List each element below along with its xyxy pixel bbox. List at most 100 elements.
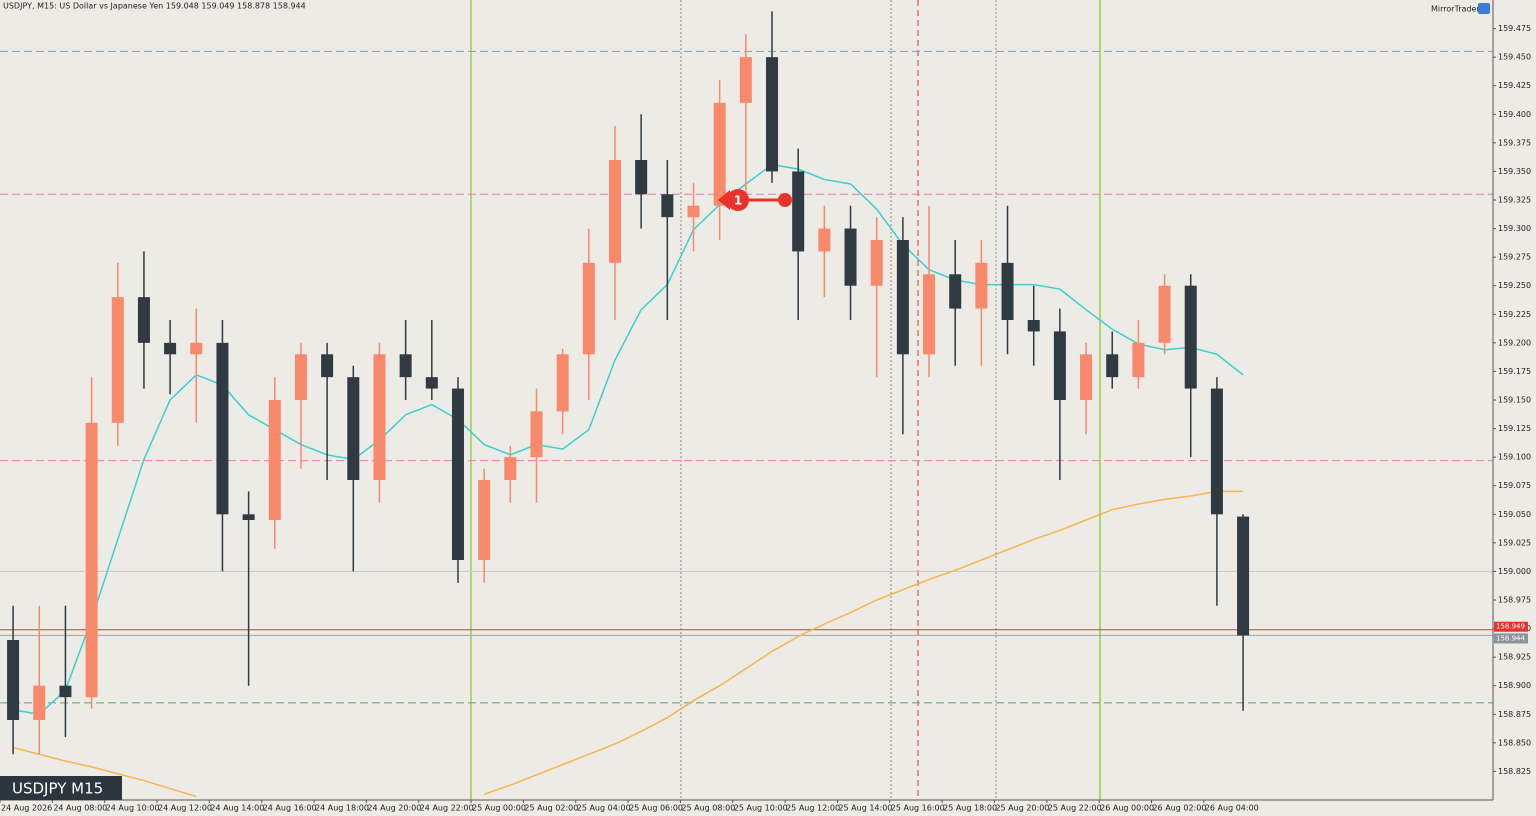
y-tick-label: 158.875 [1498, 710, 1531, 719]
y-tick-label: 159.025 [1498, 538, 1531, 547]
price-tag [1494, 621, 1528, 632]
y-tick-label: 159.000 [1498, 567, 1531, 576]
trade-close [778, 193, 792, 207]
y-tick-label: 159.150 [1498, 396, 1531, 405]
candle-body [870, 240, 883, 286]
x-tick-label: 25 Aug 14:00 [838, 804, 892, 813]
y-tick-label: 159.475 [1498, 24, 1531, 33]
candle-body [1106, 354, 1119, 378]
candle-body [556, 354, 569, 412]
candle-body [608, 160, 621, 263]
price-tag [1494, 633, 1528, 644]
candle-body [85, 422, 98, 698]
candle-body [33, 685, 46, 720]
candle-body [1027, 320, 1040, 332]
y-tick-label: 159.325 [1498, 196, 1531, 205]
trade-open [727, 189, 749, 211]
candle-body [792, 171, 805, 252]
brand-icon [1478, 3, 1490, 14]
y-tick-label: 158.975 [1498, 596, 1531, 605]
candle-body [1158, 285, 1171, 343]
header-title: USDJPY, M15: US Dollar vs Japanese Yen 1… [3, 2, 306, 11]
x-tick-label: 24 Aug 14:00 [210, 804, 264, 813]
x-tick-label: 24 Aug 2026 [1, 804, 52, 813]
candle-body [373, 354, 386, 480]
brand: MirrorTrader [1431, 5, 1480, 14]
x-tick-label: 25 Aug 22:00 [1048, 804, 1102, 813]
x-tick-label: 25 Aug 00:00 [472, 804, 526, 813]
x-tick-label: 25 Aug 08:00 [681, 804, 735, 813]
trade-open-arrow [718, 190, 730, 210]
y-tick-label: 159.075 [1498, 481, 1531, 490]
y-tick-label: 159.275 [1498, 253, 1531, 262]
y-tick-label: 159.250 [1498, 281, 1531, 290]
candle-body [7, 640, 20, 720]
candle-body [321, 354, 334, 378]
y-tick-label: 159.350 [1498, 167, 1531, 176]
candle-body [687, 205, 700, 218]
candle-body [923, 274, 936, 355]
candle-body [1132, 342, 1145, 378]
y-tick-label: 159.125 [1498, 424, 1531, 433]
session-lines [470, 0, 1101, 800]
symbol-box [0, 776, 122, 800]
x-tick-label: 26 Aug 04:00 [1205, 804, 1259, 813]
x-tick-label: 24 Aug 12:00 [158, 804, 212, 813]
candle-body [164, 342, 177, 355]
candle-body [451, 388, 464, 560]
x-tick-label: 25 Aug 18:00 [943, 804, 997, 813]
x-tick-label: 25 Aug 20:00 [995, 804, 1049, 813]
candle-body [1237, 516, 1250, 636]
candle-body [1001, 262, 1014, 320]
y-tick-label: 158.825 [1498, 767, 1531, 776]
candle-body [1210, 388, 1223, 515]
x-tick-label: 24 Aug 10:00 [106, 804, 160, 813]
y-tick-label: 159.300 [1498, 224, 1531, 233]
x-tick-label: 25 Aug 12:00 [786, 804, 840, 813]
y-tick-label: 159.400 [1498, 110, 1531, 119]
candle-body [111, 297, 124, 423]
candle-body [844, 228, 857, 286]
y-tick-label: 159.050 [1498, 510, 1531, 519]
candle-body [975, 262, 988, 309]
candle-body [478, 480, 491, 560]
x-tick-label: 26 Aug 00:00 [1100, 804, 1154, 813]
y-tick-label: 159.100 [1498, 453, 1531, 462]
candle-body [425, 377, 438, 389]
x-tick-label: 25 Aug 06:00 [629, 804, 683, 813]
candle-body [949, 274, 962, 309]
candle-body [635, 160, 648, 195]
candle-body [137, 297, 150, 343]
candle-body [1080, 354, 1093, 400]
y-tick-label: 159.175 [1498, 367, 1531, 376]
candle-body [739, 57, 752, 103]
indicator-line [483, 490, 1244, 795]
candle-body [818, 228, 831, 252]
price-tag-label: 158.944 [1496, 634, 1525, 642]
y-tick-label: 159.375 [1498, 138, 1531, 147]
x-tick-label: 24 Aug 16:00 [263, 804, 317, 813]
trade-label: 1 [734, 194, 742, 208]
x-tick-label: 25 Aug 16:00 [891, 804, 945, 813]
x-tick-label: 24 Aug 18:00 [315, 804, 369, 813]
candle-body [347, 377, 360, 480]
symbol-label: USDJPY M15 [12, 780, 103, 798]
candle-body [504, 457, 517, 480]
y-tick-label: 159.225 [1498, 310, 1531, 319]
y-tick-label: 159.450 [1498, 53, 1531, 62]
candle-body [766, 57, 779, 172]
x-tick-label: 25 Aug 04:00 [577, 804, 631, 813]
candle-body [399, 354, 412, 378]
y-tick-label: 158.850 [1498, 738, 1531, 747]
x-tick-label: 24 Aug 20:00 [367, 804, 421, 813]
candle-body [190, 342, 203, 355]
candle-body [661, 194, 674, 218]
candle-body [268, 400, 281, 520]
x-tick-label: 24 Aug 08:00 [53, 804, 107, 813]
x-tick-label: 26 Aug 02:00 [1152, 804, 1206, 813]
x-tick-label: 24 Aug 22:00 [420, 804, 474, 813]
candle-body [1053, 331, 1066, 400]
y-tick-label: 159.425 [1498, 81, 1531, 90]
